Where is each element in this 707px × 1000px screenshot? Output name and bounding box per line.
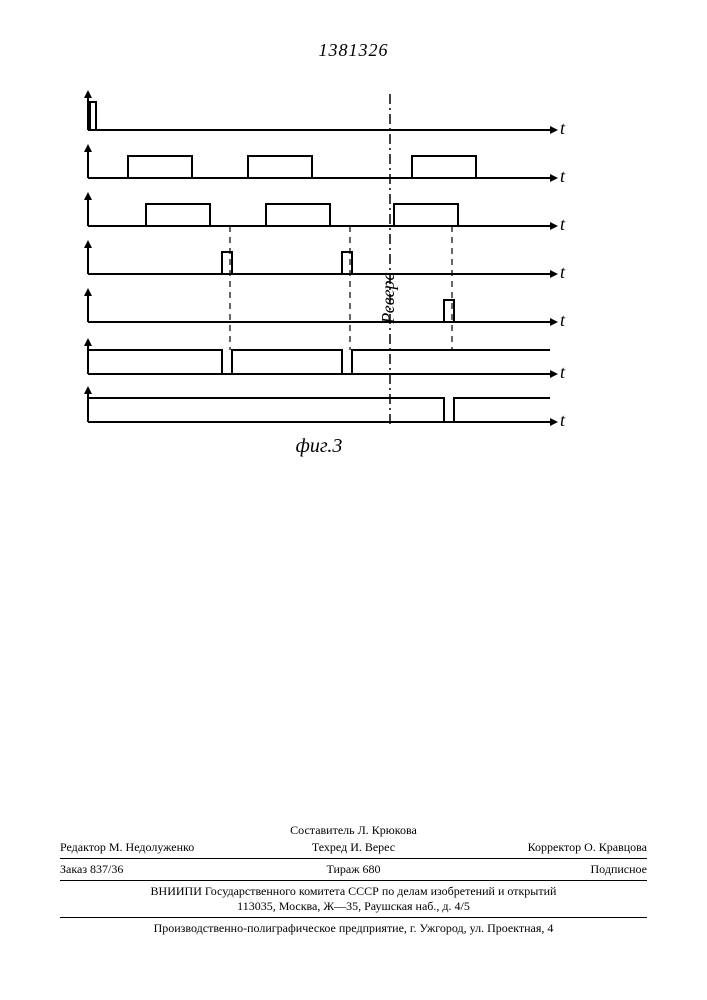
- footer-print-row: Заказ 837/36 Тираж 680 Подписное: [60, 862, 647, 877]
- footer-order: Заказ 837/36: [60, 862, 256, 877]
- svg-text:t: t: [560, 310, 566, 330]
- footer-address-line2: 113035, Москва, Ж—35, Раушская наб., д. …: [60, 899, 647, 914]
- footer-credits-row: Редактор М. Недолуженко Техред И. Верес …: [60, 840, 647, 855]
- footer-compiler: Составитель Л. Крюкова: [60, 823, 647, 838]
- footer-tirazh: Тираж 680: [256, 862, 452, 877]
- page: 1381326 tаtбtвtгtдtеtжРеверсфиг.3 Состав…: [0, 0, 707, 1000]
- svg-text:t: t: [560, 118, 566, 138]
- svg-text:t: t: [560, 262, 566, 282]
- timing-diagram: tаtбtвtгtдtеtжРеверсфиг.3: [60, 90, 580, 490]
- svg-text:фиг.3: фиг.3: [296, 435, 343, 457]
- footer-printer: Производственно-полиграфическое предприя…: [60, 921, 647, 936]
- svg-text:t: t: [560, 362, 566, 382]
- page-number: 1381326: [0, 40, 707, 61]
- svg-text:t: t: [560, 214, 566, 234]
- footer-corrector: Корректор О. Кравцова: [451, 840, 647, 855]
- svg-text:t: t: [560, 410, 566, 430]
- footer-divider-2: [60, 880, 647, 881]
- footer-divider-1: [60, 858, 647, 859]
- footer-techred: Техред И. Верес: [256, 840, 452, 855]
- footer-block: Составитель Л. Крюкова Редактор М. Недол…: [60, 823, 647, 936]
- svg-text:t: t: [560, 166, 566, 186]
- svg-text:Реверс: Реверс: [378, 272, 398, 324]
- footer-sub: Подписное: [451, 862, 647, 877]
- footer-divider-3: [60, 917, 647, 918]
- footer-address: ВНИИПИ Государственного комитета СССР по…: [60, 884, 647, 914]
- footer-editor: Редактор М. Недолуженко: [60, 840, 256, 855]
- footer-address-line1: ВНИИПИ Государственного комитета СССР по…: [60, 884, 647, 899]
